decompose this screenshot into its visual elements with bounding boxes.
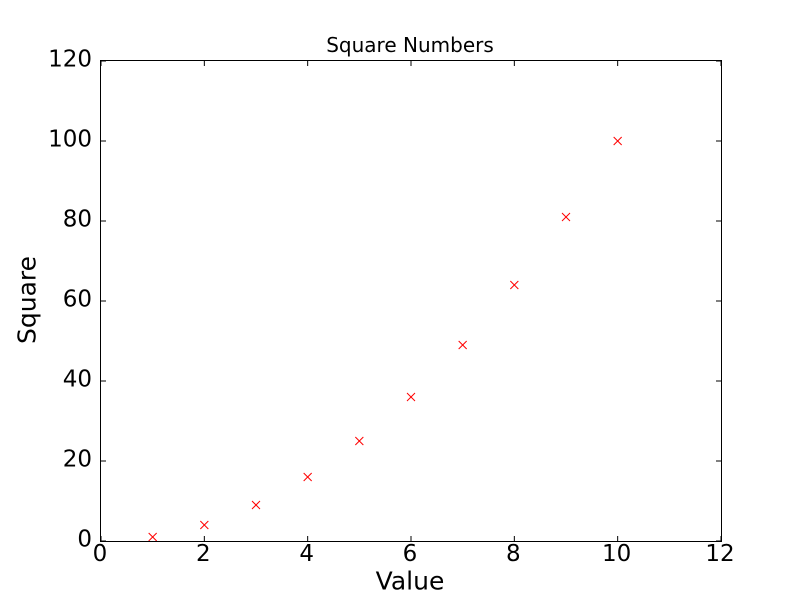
data-point-marker xyxy=(458,340,468,350)
data-point-marker xyxy=(613,136,623,146)
x-tick-label: 10 xyxy=(602,541,632,567)
data-point-marker xyxy=(199,520,209,530)
x-tick-label: 6 xyxy=(402,541,418,567)
scatter-plot-canvas xyxy=(101,61,721,541)
x-tick-label: 2 xyxy=(196,541,211,567)
y-tick-label: 60 xyxy=(62,286,92,313)
x-tick-label: 8 xyxy=(506,541,521,567)
y-tick-label: 100 xyxy=(48,126,92,153)
data-point-marker xyxy=(561,212,571,222)
chart-title: Square Numbers xyxy=(326,33,494,57)
data-point-marker xyxy=(303,472,313,482)
x-tick-label: 4 xyxy=(299,541,314,567)
x-axis-label: Value xyxy=(375,566,445,596)
data-point-marker xyxy=(251,500,261,510)
data-point-marker xyxy=(148,532,158,541)
y-tick-label: 40 xyxy=(62,366,92,393)
y-tick-label: 0 xyxy=(77,526,92,553)
data-point-marker xyxy=(509,280,519,290)
y-tick-label: 80 xyxy=(62,206,92,233)
x-tick-label: 0 xyxy=(92,541,108,567)
x-tick-label: 12 xyxy=(705,541,735,567)
y-tick-label: 20 xyxy=(62,446,92,473)
plot-area xyxy=(100,60,722,542)
data-point-marker xyxy=(354,436,364,446)
y-tick-label: 120 xyxy=(48,46,92,73)
data-point-marker xyxy=(406,392,416,402)
